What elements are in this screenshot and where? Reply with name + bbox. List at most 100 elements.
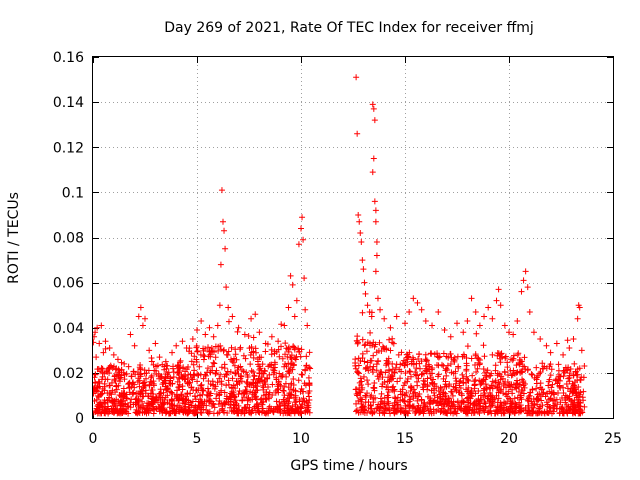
data-point [200,387,207,394]
data-point [374,404,381,411]
data-point [221,399,228,406]
data-point [473,369,480,376]
data-point [267,407,274,414]
data-point [304,402,311,409]
data-point [108,397,115,404]
data-point [416,360,423,367]
data-point [182,368,189,375]
data-point [580,374,587,381]
data-point [529,408,536,415]
data-point [510,352,517,359]
data-point [355,362,362,369]
data-point [571,360,578,367]
data-point [272,361,279,368]
data-point [571,385,578,392]
data-point [442,408,449,415]
data-point [101,397,108,404]
data-point [533,380,540,387]
data-point [513,362,520,369]
data-point [537,369,544,376]
data-point [179,338,186,345]
data-point [300,395,307,402]
data-point [193,356,200,363]
data-point [557,384,564,391]
data-point [250,376,257,383]
data-point [247,396,254,403]
data-point [386,336,393,343]
data-point [495,395,502,402]
data-point [257,365,264,372]
data-point [352,386,359,393]
data-point [506,329,512,336]
data-point [177,364,184,371]
data-point [519,368,526,375]
data-point [290,386,297,393]
data-point [389,360,396,367]
data-point [424,375,431,382]
data-point [278,400,285,407]
data-point [521,363,528,370]
data-point [377,306,384,313]
data-point [410,386,417,393]
data-point [115,372,122,379]
data-point [546,376,553,383]
data-point [139,398,146,405]
data-point [100,349,107,356]
data-point [304,408,311,415]
data-point [375,357,382,364]
data-point [141,370,148,377]
data-point [270,371,277,378]
data-point [410,295,417,302]
data-point [414,299,421,306]
data-point [580,397,587,404]
data-point [507,367,514,374]
data-point [244,401,251,408]
data-point [189,398,196,405]
data-point [234,366,241,373]
data-point [481,313,488,320]
data-point [407,368,414,375]
data-point [473,398,480,405]
data-point [381,410,388,417]
data-point [222,245,229,252]
data-point [547,372,554,379]
data-point [101,410,108,417]
data-point [136,377,143,384]
data-point [193,342,200,349]
data-point [235,370,242,377]
data-point [106,345,113,352]
data-point [176,408,183,415]
data-point [514,317,521,324]
data-point [387,324,394,331]
data-point [109,408,116,415]
data-point [99,365,106,372]
data-point [104,376,111,383]
data-point [186,348,193,355]
data-point [210,410,217,417]
data-point [481,408,488,415]
data-point [179,383,186,390]
data-point [176,383,183,390]
data-point [517,359,524,366]
data-point [494,385,501,392]
data-point [495,286,502,293]
data-point [537,403,544,410]
data-point [366,308,373,315]
data-point [270,364,277,371]
data-point [380,409,387,416]
data-point [197,391,204,398]
data-point [112,366,119,373]
data-point [364,359,371,366]
data-point [379,374,386,381]
data-point [109,387,116,394]
data-point [418,306,425,313]
data-point [353,400,360,407]
data-point [287,405,294,412]
data-point [174,387,181,394]
data-point [560,351,567,358]
data-point [92,371,99,378]
data-point [225,381,232,388]
data-point [375,347,382,354]
data-point [566,370,573,377]
data-point [515,388,522,395]
